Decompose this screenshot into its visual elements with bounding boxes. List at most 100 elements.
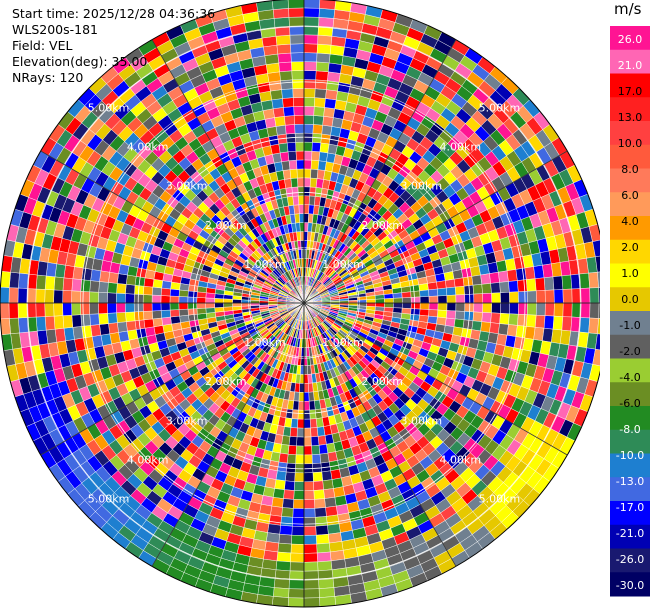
range-gate [309, 418, 318, 429]
range-gate [292, 508, 305, 518]
range-gate [418, 283, 429, 292]
range-gate [311, 445, 321, 456]
range-gate [98, 281, 109, 293]
range-gate [526, 278, 537, 292]
range-gate [290, 543, 305, 554]
range-gate [366, 299, 376, 304]
range-gate [303, 186, 311, 197]
range-gate [275, 470, 287, 482]
range-gate [160, 295, 171, 304]
range-gate [124, 302, 135, 313]
range-gate [315, 533, 330, 545]
range-gate [515, 325, 527, 339]
colorbar-tick: 4.0 [621, 215, 639, 228]
range-gate [151, 302, 162, 312]
range-gate [125, 284, 136, 295]
range-gate [284, 115, 295, 126]
range-label: 4.00km [440, 141, 482, 154]
range-gate [303, 561, 319, 572]
range-gate [321, 124, 333, 136]
range-gate [473, 293, 484, 304]
range-gate [598, 302, 600, 319]
range-gate [375, 298, 385, 304]
range-gate [0, 270, 11, 288]
colorbar-swatch [610, 192, 650, 217]
range-gate [125, 274, 137, 286]
range-gate [323, 107, 336, 118]
range-gate [296, 427, 305, 438]
range-gate [322, 479, 334, 490]
range-gate [526, 290, 537, 304]
range-gate [291, 525, 305, 536]
range-gate [534, 314, 546, 329]
colorbar-swatch [610, 524, 650, 549]
range-gate [498, 323, 509, 336]
range-gate [303, 213, 309, 223]
range-gate [310, 159, 320, 170]
range-gate [400, 285, 411, 293]
range-gate [314, 408, 323, 419]
colorbar-swatch [610, 121, 650, 146]
range-gate [326, 442, 336, 454]
range-gate [303, 472, 314, 483]
range-gate [303, 34, 319, 45]
range-gate [289, 561, 305, 572]
range-gate [543, 315, 555, 330]
range-gate [292, 88, 305, 98]
range-gate [303, 347, 308, 357]
range-gate [293, 204, 300, 215]
range-gate [293, 106, 305, 116]
range-gate [196, 307, 207, 315]
range-gate [299, 213, 305, 223]
colorbar-swatch [610, 216, 650, 241]
range-gate [169, 295, 180, 304]
range-gate [427, 281, 438, 291]
range-gate [299, 222, 305, 232]
range-gate [307, 382, 314, 393]
range-gate [303, 141, 313, 152]
range-label: 1.00km [322, 336, 364, 349]
range-gate [277, 542, 292, 554]
colorbar-tick: 13.0 [618, 111, 643, 124]
range-gate [500, 302, 510, 315]
range-gate [81, 267, 93, 281]
range-gate [303, 70, 317, 81]
range-gate [223, 306, 234, 312]
colorbar-tick: -6.0 [619, 397, 640, 410]
range-gate [419, 289, 430, 298]
range-gate [318, 578, 335, 589]
range-gate [327, 523, 341, 535]
range-gate [280, 516, 294, 527]
range-gate [280, 79, 294, 90]
range-gate [303, 418, 311, 429]
range-gate [517, 279, 528, 293]
range-gate [80, 313, 91, 327]
range-gate [124, 293, 135, 304]
range-gate [303, 106, 315, 116]
range-gate [294, 472, 305, 483]
station-label: WLS200s-181 [12, 22, 98, 37]
range-gate [312, 471, 323, 482]
range-gate [287, 445, 297, 456]
range-gate [144, 326, 156, 337]
range-gate [290, 552, 305, 563]
range-gate [303, 427, 312, 438]
range-gate [169, 288, 180, 297]
range-gate [8, 287, 19, 304]
range-gate [271, 98, 284, 109]
range-gate [125, 311, 136, 322]
colorbar-swatch [610, 49, 650, 74]
range-gate [481, 283, 492, 294]
range-gate [297, 177, 305, 188]
range-gate [89, 302, 99, 315]
range-gate [562, 288, 573, 304]
range-gate [419, 302, 430, 310]
range-gate [310, 168, 319, 179]
range-gate [509, 302, 519, 315]
range-gate [553, 302, 564, 317]
range-gate [151, 294, 162, 304]
range-gate [89, 291, 99, 304]
range-gate [375, 302, 385, 308]
range-gate [232, 302, 242, 307]
range-gate [318, 587, 336, 598]
